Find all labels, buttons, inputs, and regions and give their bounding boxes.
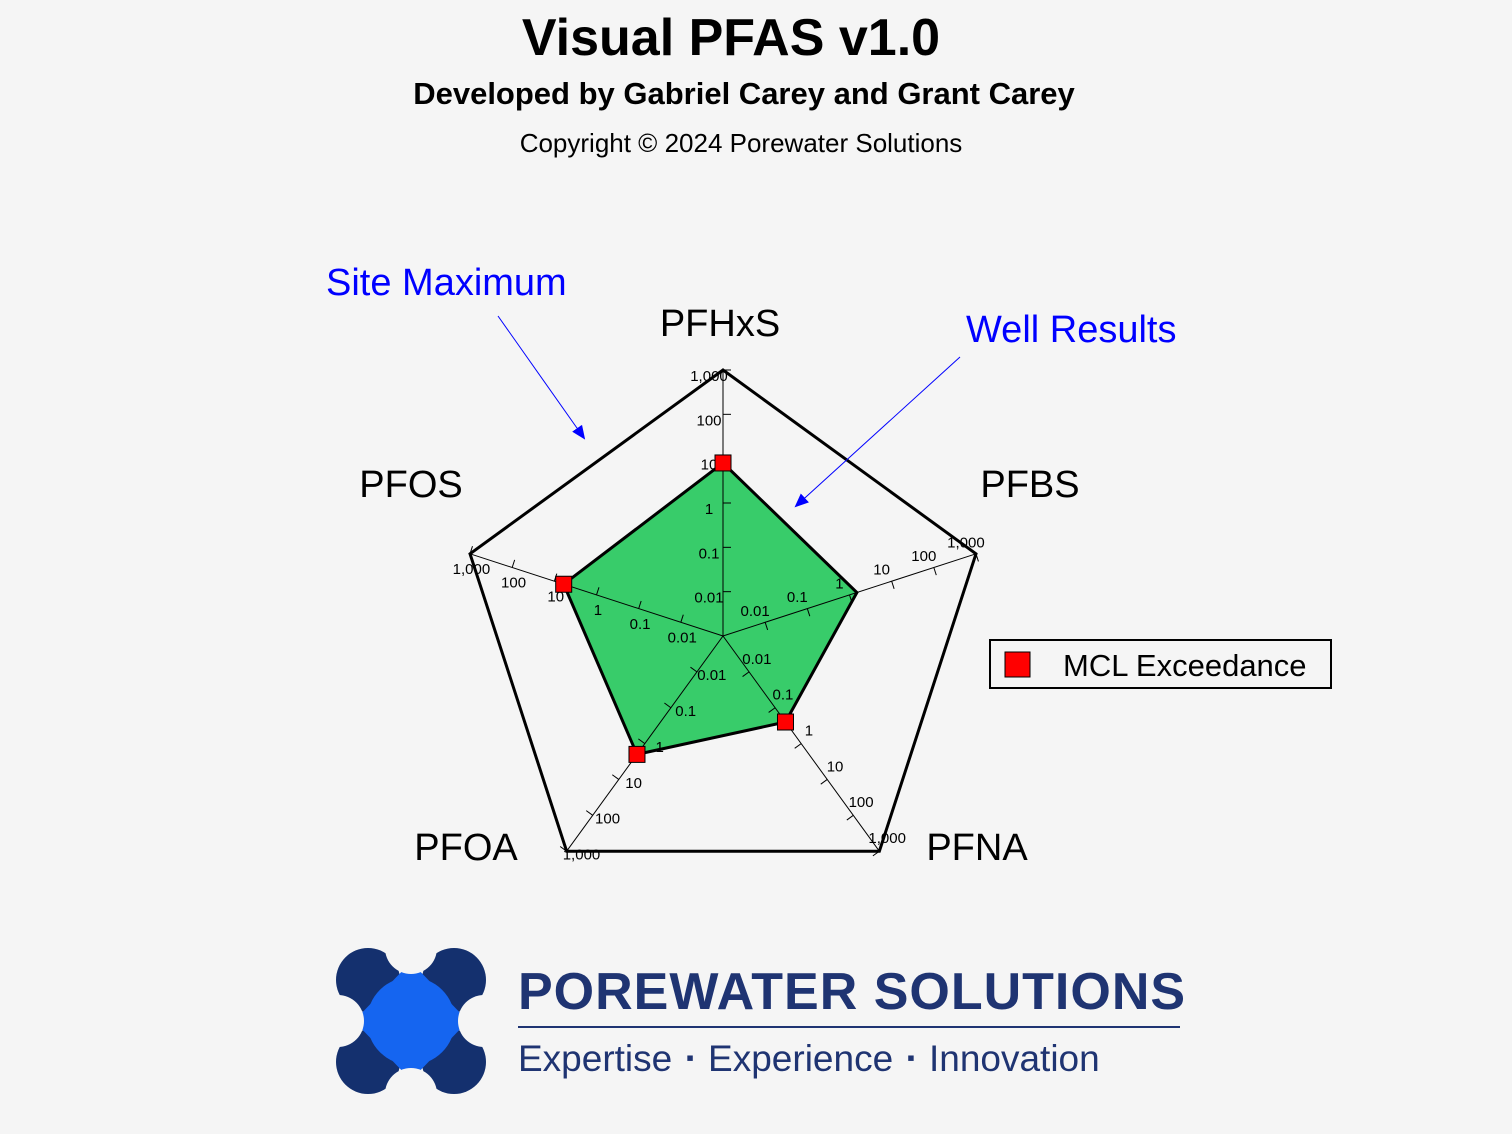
tick-label: 1,000 xyxy=(453,561,491,578)
annotation-well-results: Well Results xyxy=(966,309,1176,351)
tick-label: 10 xyxy=(827,758,844,775)
well-results-area xyxy=(563,462,857,755)
axis-label-pfos: PFOS xyxy=(359,464,462,506)
tick-label: 100 xyxy=(595,811,620,828)
axis-tick xyxy=(820,779,828,785)
tick-label: 0.01 xyxy=(741,603,770,620)
brand-divider xyxy=(518,1026,1180,1028)
tick-label: 0.1 xyxy=(630,616,651,633)
axis-tick xyxy=(612,774,620,780)
mcl-exceedance-marker xyxy=(555,575,573,593)
page-title: Visual PFAS v1.0 xyxy=(521,9,941,67)
mcl-exceedance-marker xyxy=(714,454,732,472)
page-subtitle: Developed by Gabriel Carey and Grant Car… xyxy=(413,76,1075,111)
axis-tick xyxy=(638,738,646,745)
axis-tick xyxy=(638,600,642,609)
axis-label-pfbs: PFBS xyxy=(980,464,1079,506)
tagline-separator: ▪ xyxy=(907,1045,915,1070)
axis-tick xyxy=(891,581,895,589)
tick-label: 1,000 xyxy=(563,847,601,864)
axis-label-pfoa: PFOA xyxy=(414,827,518,869)
axis-tick xyxy=(806,608,811,617)
axis-tick xyxy=(585,810,594,816)
tick-label: 10 xyxy=(873,562,890,579)
tick-label: 100 xyxy=(501,575,526,592)
legend-label: MCL Exceedance xyxy=(1063,648,1307,683)
annotation-site-maximum: Site Maximum xyxy=(326,262,567,304)
tick-label: 0.1 xyxy=(787,589,808,606)
annotation-arrow xyxy=(497,315,586,440)
tick-label: 100 xyxy=(849,794,874,811)
porewater-logo-icon xyxy=(330,940,495,1105)
tick-label: 1 xyxy=(656,739,664,756)
tagline-experience: Experience xyxy=(708,1038,894,1079)
legend-box xyxy=(989,639,1332,689)
axis-label-pfhxs: PFHxS xyxy=(660,303,780,345)
axis-label-pfna: PFNA xyxy=(926,827,1028,869)
tick-label: 1 xyxy=(705,501,713,518)
tagline-separator: ▪ xyxy=(686,1045,695,1070)
tagline-expertise: Expertise xyxy=(518,1038,673,1079)
tick-label: 1,000 xyxy=(868,830,906,847)
annotation-arrow xyxy=(794,356,961,508)
axis-tick xyxy=(742,671,750,677)
tick-label: 0.1 xyxy=(772,687,793,704)
tick-label: 0.01 xyxy=(668,629,697,646)
axis-tick xyxy=(596,587,600,596)
well-results-outline xyxy=(561,460,859,757)
tick-label: 0.01 xyxy=(694,590,723,607)
mcl-exceedance-marker xyxy=(776,713,794,731)
axis-tick xyxy=(664,702,672,709)
axis-tick xyxy=(794,743,802,749)
tick-label: 100 xyxy=(911,548,936,565)
brand-name: POREWATER SOLUTIONS xyxy=(518,963,1187,1021)
axis-tick xyxy=(690,666,698,673)
tick-label: 1 xyxy=(594,602,602,619)
axis-tick xyxy=(511,559,516,568)
mcl-exceedance-marker xyxy=(628,745,646,763)
tick-label: 10 xyxy=(625,775,642,792)
axis-tick xyxy=(846,814,854,821)
tick-label: 100 xyxy=(696,412,721,429)
axis-tick xyxy=(680,614,684,623)
axis-tick xyxy=(764,622,769,631)
tick-label: 0.1 xyxy=(699,545,720,562)
tagline-innovation: Innovation xyxy=(928,1038,1100,1079)
site-maximum-outline xyxy=(468,368,978,853)
tick-label: 0.01 xyxy=(742,651,771,668)
axis-tick xyxy=(933,567,937,576)
axis-tick xyxy=(768,707,776,713)
brand-tagline: Expertise ▪ Experience ▪ Innovation xyxy=(518,1038,1100,1080)
tick-label: 0.01 xyxy=(697,667,726,684)
tick-label: 1 xyxy=(835,575,843,592)
tick-label: 0.1 xyxy=(675,703,696,720)
radar-chart: 0.01 0.1 1 10 100 1,000 0.01 0.1 1 10 100 1,000 0.01… xyxy=(326,262,1332,869)
tick-label: 1 xyxy=(805,723,813,740)
copyright-notice: Copyright © 2024 Porewater Solutions xyxy=(519,128,963,158)
legend-marker xyxy=(1004,651,1031,678)
